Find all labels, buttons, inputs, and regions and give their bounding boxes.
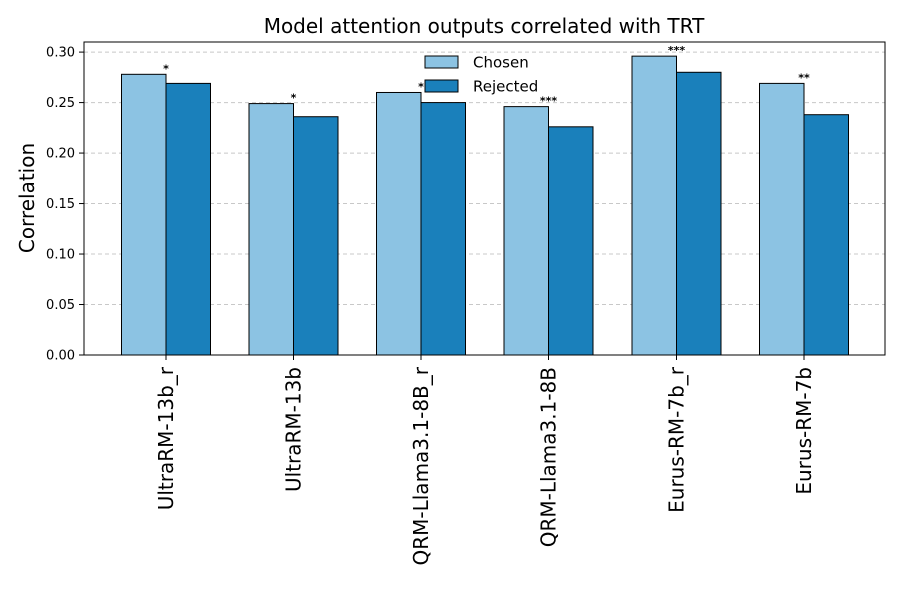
bar-rejected (803, 114, 849, 356)
significance-marker: * (163, 62, 169, 75)
bar-rejected (548, 126, 594, 356)
x-tick-label: QRM-Llama3.1-8B_r (409, 366, 433, 565)
significance-marker: * (418, 80, 424, 93)
bar-rejected (420, 102, 466, 356)
bar-chosen (759, 82, 805, 356)
y-axis-ticks: 0.00 0.05 0.10 0.15 0.20 0.25 0.30 (46, 46, 84, 364)
legend-label-rejected: Rejected (473, 78, 538, 96)
bar-chosen (503, 106, 549, 356)
x-tick-label: QRM-Llama3.1-8B (537, 367, 561, 547)
bar-chosen (248, 103, 294, 356)
x-tick-label: Eurus-RM-7b (792, 367, 816, 495)
significance-markers: *********** (163, 44, 810, 107)
y-tick-label: 0.25 (46, 96, 75, 111)
bar-rejected (165, 82, 211, 356)
legend-swatch-chosen (424, 55, 459, 69)
bar-chosen (631, 55, 677, 356)
y-tick-label: 0.00 (46, 349, 75, 364)
y-tick-label: 0.05 (46, 298, 75, 313)
y-tick-label: 0.20 (46, 147, 75, 162)
x-tick-label: UltraRM-13b_r (154, 366, 178, 510)
significance-marker: *** (540, 95, 558, 108)
significance-marker: * (291, 92, 297, 105)
bar-rejected (293, 116, 339, 356)
significance-marker: ** (798, 71, 810, 84)
x-tick-label: Eurus-RM-7b_r (665, 366, 689, 513)
legend-swatch-rejected (424, 79, 459, 93)
y-axis-label: Correlation (15, 143, 39, 253)
bar-chosen (121, 73, 167, 356)
plot-area-frame (83, 41, 886, 356)
bar-chosen (376, 91, 422, 356)
legend: Chosen Rejected (424, 54, 538, 96)
chart-title: Model attention outputs correlated with … (264, 14, 705, 38)
significance-marker: *** (668, 44, 686, 57)
x-tick-label: UltraRM-13b (282, 367, 306, 492)
bar-rejected (676, 71, 722, 356)
x-axis-ticks: UltraRM-13b_r UltraRM-13b QRM-Llama3.1-8B_… (154, 355, 816, 566)
y-tick-label: 0.30 (46, 46, 75, 61)
y-tick-label: 0.10 (46, 248, 75, 263)
y-tick-label: 0.15 (46, 197, 75, 212)
gridlines (84, 51, 885, 306)
legend-label-chosen: Chosen (473, 54, 529, 72)
bars (121, 55, 849, 356)
